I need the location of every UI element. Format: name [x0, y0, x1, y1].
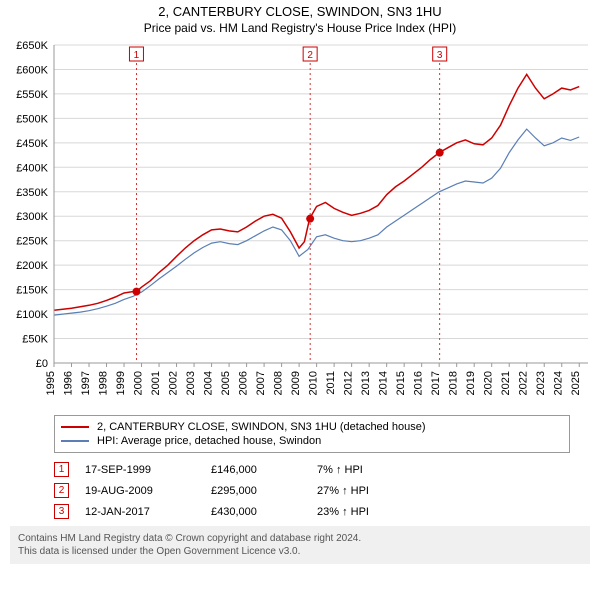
event-badge: 3: [54, 504, 69, 519]
line-chart: £0 £50K £100K £150K £200K £250K £300K £350K £400…: [0, 39, 600, 409]
svg-text:2020: 2020: [483, 371, 495, 395]
svg-text:£500K: £500K: [16, 113, 48, 125]
legend-label: HPI: Average price, detached house, Swin…: [97, 435, 321, 447]
page-subtitle: Price paid vs. HM Land Registry's House …: [0, 19, 600, 39]
footnote: Contains HM Land Registry data © Crown c…: [10, 526, 590, 564]
legend-label: 2, CANTERBURY CLOSE, SWINDON, SN3 1HU (d…: [97, 421, 426, 433]
svg-text:2016: 2016: [413, 371, 425, 395]
svg-text:2000: 2000: [133, 371, 145, 395]
event-row: 2 19-AUG-2009 £295,000 27% ↑ HPI: [54, 480, 580, 501]
svg-text:£50K: £50K: [22, 334, 48, 346]
legend: 2, CANTERBURY CLOSE, SWINDON, SN3 1HU (d…: [54, 415, 570, 453]
svg-text:£150K: £150K: [16, 285, 48, 297]
legend-swatch: [61, 440, 89, 442]
event-vs-hpi: 27% ↑ HPI: [317, 485, 580, 497]
svg-text:2017: 2017: [430, 371, 442, 395]
svg-text:1996: 1996: [63, 371, 75, 395]
event-price: £146,000: [211, 464, 301, 476]
event-vs-hpi: 23% ↑ HPI: [317, 506, 580, 518]
legend-swatch: [61, 426, 89, 428]
event-date: 12-JAN-2017: [85, 506, 195, 518]
svg-text:2003: 2003: [185, 371, 197, 395]
svg-text:1999: 1999: [115, 371, 127, 395]
svg-text:2: 2: [307, 50, 313, 61]
legend-item: HPI: Average price, detached house, Swin…: [61, 434, 563, 448]
event-price: £430,000: [211, 506, 301, 518]
svg-text:2009: 2009: [290, 371, 302, 395]
event-date: 17-SEP-1999: [85, 464, 195, 476]
svg-text:£400K: £400K: [16, 162, 48, 174]
svg-text:£250K: £250K: [16, 236, 48, 248]
svg-text:2021: 2021: [500, 371, 512, 395]
event-vs-hpi: 7% ↑ HPI: [317, 464, 580, 476]
svg-text:2018: 2018: [448, 371, 460, 395]
svg-text:2014: 2014: [378, 371, 390, 395]
svg-text:2004: 2004: [203, 371, 215, 395]
svg-text:2024: 2024: [553, 371, 565, 395]
svg-text:£650K: £650K: [16, 40, 48, 52]
svg-text:2006: 2006: [238, 371, 250, 395]
svg-text:2025: 2025: [570, 371, 582, 395]
svg-text:2011: 2011: [325, 371, 337, 395]
event-badge: 2: [54, 483, 69, 498]
svg-text:£600K: £600K: [16, 64, 48, 76]
svg-text:2002: 2002: [168, 371, 180, 395]
svg-text:2008: 2008: [273, 371, 285, 395]
events-table: 1 17-SEP-1999 £146,000 7% ↑ HPI 2 19-AUG-2009…: [54, 459, 580, 522]
svg-text:2001: 2001: [150, 371, 162, 395]
svg-text:1: 1: [134, 50, 140, 61]
svg-text:2013: 2013: [360, 371, 372, 395]
svg-text:£300K: £300K: [16, 211, 48, 223]
legend-item: 2, CANTERBURY CLOSE, SWINDON, SN3 1HU (d…: [61, 420, 563, 434]
svg-text:3: 3: [437, 50, 443, 61]
event-date: 19-AUG-2009: [85, 485, 195, 497]
page-title: 2, CANTERBURY CLOSE, SWINDON, SN3 1HU: [0, 0, 600, 19]
svg-text:2007: 2007: [255, 371, 267, 395]
svg-text:1995: 1995: [45, 371, 57, 395]
svg-text:£350K: £350K: [16, 187, 48, 199]
svg-text:2010: 2010: [308, 371, 320, 395]
svg-text:£100K: £100K: [16, 309, 48, 321]
event-badge: 1: [54, 462, 69, 477]
svg-text:2019: 2019: [465, 371, 477, 395]
event-row: 3 12-JAN-2017 £430,000 23% ↑ HPI: [54, 501, 580, 522]
event-row: 1 17-SEP-1999 £146,000 7% ↑ HPI: [54, 459, 580, 480]
svg-text:£0: £0: [36, 358, 48, 370]
chart-area: £0 £50K £100K £150K £200K £250K £300K £350K £400…: [0, 39, 600, 409]
footnote-line-2: This data is licensed under the Open Gov…: [18, 545, 582, 558]
footnote-line-1: Contains HM Land Registry data © Crown c…: [18, 532, 582, 545]
svg-text:2023: 2023: [535, 371, 547, 395]
svg-text:1998: 1998: [98, 371, 110, 395]
svg-text:1997: 1997: [80, 371, 92, 395]
svg-text:£450K: £450K: [16, 138, 48, 150]
event-price: £295,000: [211, 485, 301, 497]
svg-text:2012: 2012: [343, 371, 355, 395]
svg-text:2005: 2005: [220, 371, 232, 395]
svg-text:2015: 2015: [395, 371, 407, 395]
svg-text:£550K: £550K: [16, 89, 48, 101]
svg-text:£200K: £200K: [16, 260, 48, 272]
svg-text:2022: 2022: [518, 371, 530, 395]
